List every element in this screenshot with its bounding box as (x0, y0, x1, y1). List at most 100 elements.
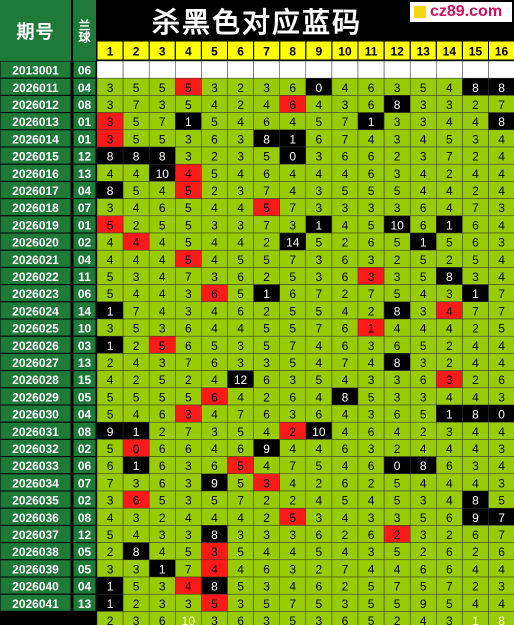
period-label: 2026029 (12, 390, 59, 404)
grid-value: 3 (185, 304, 192, 318)
grid-value: 3 (185, 597, 192, 611)
grid-value: 4 (342, 167, 349, 181)
grid-value: 6 (368, 98, 375, 112)
grid-value: 4 (472, 356, 479, 370)
grid-value: 4 (211, 253, 218, 267)
grid-value: 6 (420, 201, 427, 215)
site-logo[interactable]: cz89.com (410, 2, 512, 22)
grid-value: 2 (263, 390, 270, 404)
column-header-label: 7 (263, 45, 270, 59)
grid-value: 4 (446, 184, 453, 198)
grid-cell (201, 60, 228, 79)
blue-ball-label: 04 (78, 580, 92, 594)
grid-value: 10 (182, 614, 196, 625)
period-label: 2026025 (12, 322, 59, 336)
grid-cell (436, 60, 463, 79)
grid-value: 3 (342, 201, 349, 215)
grid-value: 6 (159, 614, 166, 625)
grid-value: 5 (237, 253, 244, 267)
grid-value: 7 (289, 459, 296, 473)
period-label: 2026027 (12, 356, 59, 370)
period-label: 2013001 (12, 64, 59, 78)
grid-value: 6 (420, 562, 427, 576)
grid-value: 4 (472, 425, 479, 439)
grid-value: 5 (107, 218, 114, 232)
grid-value: 3 (185, 476, 192, 490)
grid-value: 4 (289, 115, 296, 129)
grid-value: 6 (237, 614, 244, 625)
column-header-label: 11 (365, 45, 378, 59)
grid-value: 5 (107, 528, 114, 542)
period-label: 2026014 (12, 132, 59, 146)
grid-value: 12 (234, 373, 248, 387)
grid-value: 10 (156, 167, 170, 181)
grid-value: 3 (316, 270, 323, 284)
grid-value: 3 (472, 132, 479, 146)
grid-value: 3 (263, 614, 270, 625)
grid-value: 2 (263, 494, 270, 508)
column-header-label: 8 (289, 45, 296, 59)
grid-value: 5 (316, 373, 323, 387)
grid-value: 0 (289, 150, 296, 164)
grid-value: 3 (420, 528, 427, 542)
grid-value: 4 (211, 236, 218, 250)
grid-value: 7 (498, 304, 505, 318)
grid-value: 4 (420, 287, 427, 301)
blue-ball-label: 02 (78, 236, 92, 250)
grid-value: 5 (237, 545, 244, 559)
grid-value: 6 (342, 476, 349, 490)
grid-value: 5 (289, 614, 296, 625)
grid-value: 4 (316, 167, 323, 181)
column-header-label: 5 (211, 45, 218, 59)
grid-value: 10 (390, 218, 404, 232)
grid-value: 4 (316, 98, 323, 112)
blue-ball-label: 01 (78, 218, 92, 232)
grid-value: 7 (498, 528, 505, 542)
grid-value: 5 (420, 270, 427, 284)
grid-value: 3 (185, 150, 192, 164)
grid-value: 2 (211, 150, 218, 164)
grid-value: 5 (133, 580, 140, 594)
grid-value: 2 (472, 373, 479, 387)
grid-value: 5 (342, 494, 349, 508)
grid-value: 2 (472, 98, 479, 112)
grid-value: 0 (316, 81, 323, 95)
page-title: 杀黑色对应蓝码 (151, 5, 362, 39)
grid-value: 4 (107, 253, 114, 267)
grid-value: 4 (342, 304, 349, 318)
grid-value: 4 (211, 562, 218, 576)
grid-value: 3 (420, 304, 427, 318)
grid-cell (279, 60, 307, 79)
grid-value: 2 (342, 580, 349, 594)
grid-value: 5 (237, 459, 244, 473)
grid-value: 7 (289, 253, 296, 267)
grid-value: 7 (289, 339, 296, 353)
grid-value: 4 (107, 236, 114, 250)
blue-ball-label: 12 (78, 528, 92, 542)
grid-value: 5 (159, 218, 166, 232)
grid-value: 7 (498, 98, 505, 112)
grid-value: 2 (394, 253, 401, 267)
column-header-label: 14 (443, 45, 457, 59)
grid-value: 4 (498, 218, 505, 232)
grid-value: 4 (237, 390, 244, 404)
grid-value: 5 (185, 218, 192, 232)
grid-value: 5 (211, 167, 218, 181)
grid-value: 5 (446, 236, 453, 250)
grid-value: 3 (420, 98, 427, 112)
grid-value: 2 (263, 511, 270, 525)
grid-value: 5 (185, 81, 192, 95)
grid-value: 5 (394, 236, 401, 250)
grid-value: 4 (472, 597, 479, 611)
period-label: 2026036 (12, 511, 59, 525)
grid-value: 6 (263, 408, 270, 422)
grid-value: 2 (133, 339, 140, 353)
grid-value: 4 (368, 562, 375, 576)
grid-value: 4 (498, 132, 505, 146)
column-header-label: 4 (185, 45, 192, 59)
grid-value: 5 (133, 81, 140, 95)
grid-value: 7 (446, 580, 453, 594)
grid-value: 0 (133, 442, 140, 456)
grid-value: 6 (394, 339, 401, 353)
grid-value: 5 (263, 339, 270, 353)
